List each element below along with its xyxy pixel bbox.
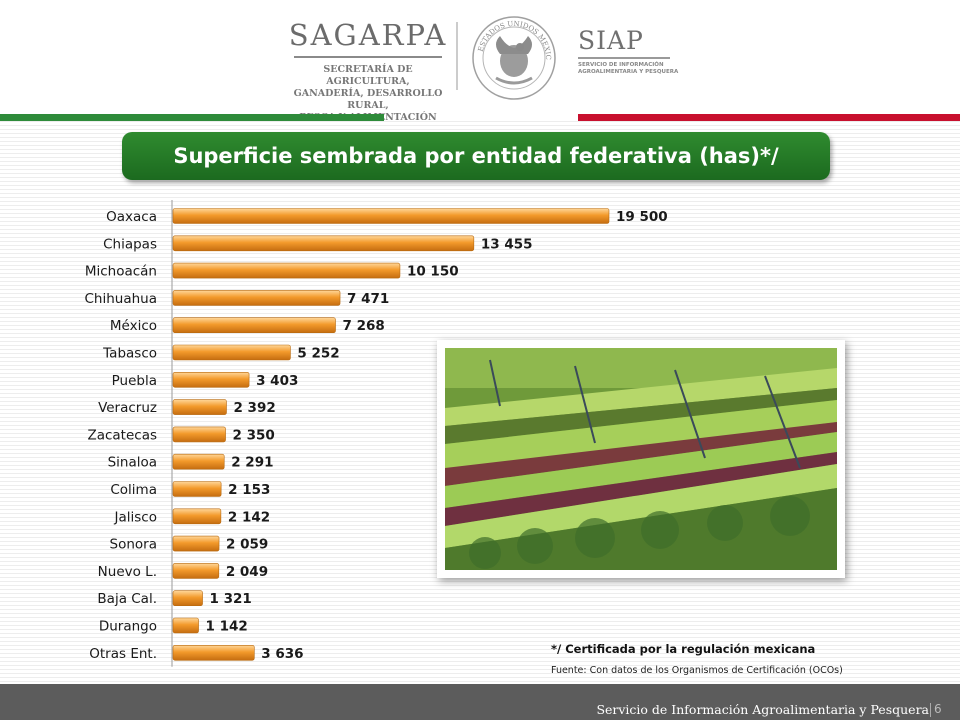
bar: [172, 399, 227, 415]
bar: [172, 208, 610, 224]
logo-divider: [456, 22, 458, 90]
category-label: Sonora: [110, 537, 157, 553]
value-label: 2 049: [226, 564, 268, 580]
sagarpa-rule: [294, 56, 442, 58]
title-banner: Superficie sembrada por entidad federati…: [122, 132, 830, 180]
value-label: 2 392: [233, 400, 275, 416]
category-label: Zacatecas: [87, 427, 157, 443]
bar: [172, 290, 341, 306]
siap-logo: SIAP SERVICIO DE INFORMACIÓN AGROALIMENT…: [578, 26, 698, 76]
sagarpa-logo: SAGARPA SECRETARÍA DE AGRICULTURA, GANAD…: [288, 18, 448, 124]
category-label: Otras Ent.: [89, 646, 157, 662]
value-label: 1 142: [206, 619, 248, 635]
value-label: 19 500: [616, 209, 668, 225]
bar: [172, 235, 475, 252]
value-label: 2 059: [226, 537, 268, 553]
value-label: 2 350: [233, 427, 275, 443]
bar: [172, 563, 220, 579]
category-label: Durango: [99, 619, 157, 635]
value-label: 5 252: [297, 346, 339, 362]
bar: [172, 453, 225, 470]
page-number: 6: [934, 702, 942, 716]
footer-bar: Servicio de Información Agroalimentaria …: [0, 684, 960, 720]
chart-title: Superficie sembrada por entidad federati…: [173, 144, 779, 168]
footnote-source: Fuente: Con datos de los Organismos de C…: [551, 665, 843, 676]
value-label: 7 471: [347, 291, 389, 307]
red-band: [578, 114, 960, 121]
bar: [172, 644, 255, 661]
crop-photo: [437, 340, 845, 578]
category-label: Chiapas: [103, 236, 157, 252]
bar: [172, 617, 199, 634]
bar: [172, 535, 220, 552]
category-label: Jalisco: [114, 509, 157, 525]
lettuce-field-image: [445, 348, 837, 570]
category-label: Nuevo L.: [98, 564, 157, 580]
bar: [172, 426, 226, 443]
category-label: Baja Cal.: [97, 591, 157, 607]
category-label: Chihuahua: [84, 291, 157, 307]
value-label: 7 268: [343, 318, 385, 334]
bar-chart: Oaxaca Chiapas Michoacán Chihuahua México Tab…: [84, 200, 668, 667]
siap-subtitle: SERVICIO DE INFORMACIÓN AGROALIMENTARIA …: [578, 62, 679, 75]
green-band: [0, 114, 384, 121]
bar: [172, 344, 291, 361]
category-label: Sinaloa: [108, 455, 157, 471]
value-label: 3 403: [256, 373, 298, 389]
footer-separator: [930, 703, 931, 717]
footnote-note: */ Certificada por la regulación mexican…: [551, 642, 816, 656]
value-label: 2 142: [228, 509, 270, 525]
bar: [172, 372, 250, 388]
value-label: 10 150: [407, 264, 459, 280]
sagarpa-name: SAGARPA: [288, 18, 448, 52]
value-label: 3 636: [261, 646, 303, 662]
bar: [172, 590, 203, 607]
value-label: 2 291: [231, 455, 273, 471]
siap-name: SIAP: [578, 26, 644, 55]
category-label: México: [110, 318, 157, 334]
category-label: Oaxaca: [106, 209, 157, 225]
value-label: 1 321: [210, 591, 252, 607]
national-seal: ESTADOS UNIDOS MEXICANOS: [466, 8, 558, 102]
bar: [172, 262, 401, 279]
category-label: Colima: [110, 482, 157, 498]
eagle-seal-icon: ESTADOS UNIDOS MEXICANOS: [466, 8, 556, 100]
category-label: Tabasco: [102, 346, 157, 362]
footer-text: Servicio de Información Agroalimentaria …: [596, 702, 929, 717]
category-label: Puebla: [112, 373, 157, 389]
bar: [172, 317, 336, 333]
bar: [172, 508, 222, 525]
bar: [172, 481, 222, 497]
category-label: Veracruz: [98, 400, 157, 416]
category-label: Michoacán: [85, 264, 157, 280]
value-label: 2 153: [228, 482, 270, 498]
siap-rule: [578, 57, 670, 59]
value-label: 13 455: [481, 236, 533, 252]
